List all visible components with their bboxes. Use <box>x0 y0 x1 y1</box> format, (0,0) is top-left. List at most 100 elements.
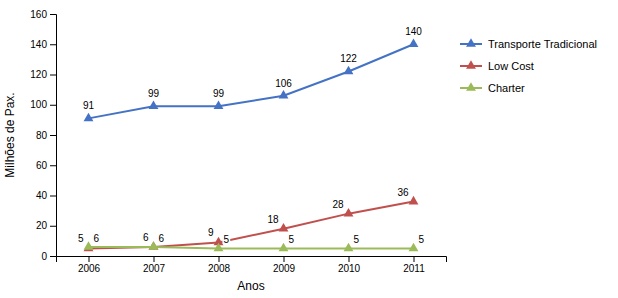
data-label: 91 <box>83 100 95 111</box>
y-tick-label: 40 <box>36 190 48 201</box>
series-marker <box>409 196 419 205</box>
x-tick-label: 2007 <box>143 263 166 274</box>
legend-marker <box>466 60 476 69</box>
y-axis-title: Milhões de Pax. <box>3 92 17 177</box>
series-marker <box>214 101 224 110</box>
legend-label: Low Cost <box>488 60 534 72</box>
x-axis: 2006 2007 2008 2009 2010 2011 <box>57 256 447 274</box>
legend-label: Transporte Tradicional <box>488 38 597 50</box>
data-label: 5 <box>224 234 230 245</box>
x-tick-mark <box>414 256 415 262</box>
y-tick: 0 <box>41 251 56 262</box>
series-marker <box>344 243 354 252</box>
y-tick: 20 <box>36 220 56 231</box>
axis-line <box>50 15 57 257</box>
data-label: 6 <box>94 233 100 244</box>
y-tick-mark <box>50 196 56 197</box>
y-tick-label: 100 <box>30 99 47 110</box>
y-tick: 160 <box>30 9 56 20</box>
series-marker <box>409 39 419 48</box>
y-axis: 0 20 40 60 80 100 120 140 160 <box>30 9 56 262</box>
data-labels: 919999106122140569182836665555 <box>78 26 425 245</box>
y-tick-mark <box>50 135 56 136</box>
legend-item: Transporte Tradicional <box>460 38 597 50</box>
y-tick-mark <box>50 226 56 227</box>
y-tick-label: 80 <box>36 130 48 141</box>
plot-area: 2006 2007 2008 2009 2010 2011 0 20 40 60 80 100 120 1… <box>30 9 446 274</box>
series-marker <box>279 90 289 99</box>
chart-svg: 2006 2007 2008 2009 2010 2011 0 20 40 60 80 100 120 1… <box>0 0 618 298</box>
series-marker <box>84 241 94 250</box>
y-tick-mark <box>50 165 56 166</box>
series-marker <box>279 243 289 252</box>
y-tick: 100 <box>30 99 56 110</box>
y-tick-label: 0 <box>41 251 47 262</box>
data-label: 99 <box>148 88 160 99</box>
x-tick: 2011 <box>403 256 425 274</box>
y-tick-mark <box>50 75 56 76</box>
series-marker <box>149 241 159 250</box>
y-tick: 80 <box>36 130 56 141</box>
x-tick-mark <box>349 256 350 262</box>
data-label: 122 <box>340 53 357 64</box>
data-label: 18 <box>267 214 279 225</box>
y-tick-mark <box>50 105 56 106</box>
y-tick-label: 120 <box>30 69 47 80</box>
data-label: 36 <box>397 187 409 198</box>
series-marker <box>149 101 159 110</box>
series-marker <box>84 113 94 122</box>
x-tick: 2006 <box>78 256 101 274</box>
data-label: 6 <box>159 233 165 244</box>
x-tick-label: 2009 <box>273 263 296 274</box>
data-label: 99 <box>213 88 225 99</box>
data-label: 5 <box>419 234 425 245</box>
data-label: 106 <box>275 78 292 89</box>
x-tick-label: 2008 <box>208 263 231 274</box>
x-tick-mark <box>219 256 220 262</box>
y-tick-label: 140 <box>30 39 47 50</box>
x-tick-mark <box>89 256 90 262</box>
y-tick-mark <box>50 44 56 45</box>
data-label: 140 <box>405 26 422 37</box>
legend: Transporte Tradicional Low Cost Charter <box>460 38 597 94</box>
y-tick: 40 <box>36 190 56 201</box>
series-marker <box>409 243 419 252</box>
x-tick: 2009 <box>273 256 296 274</box>
y-tick-label: 60 <box>36 160 48 171</box>
series-marker <box>214 243 224 252</box>
series-marker <box>344 208 354 217</box>
x-tick-mark <box>284 256 285 262</box>
y-tick: 60 <box>36 160 56 171</box>
x-tick-label: 2011 <box>403 263 425 274</box>
series-line <box>89 202 414 249</box>
series-marker <box>344 66 354 75</box>
data-label: 5 <box>289 234 295 245</box>
axis-line <box>57 257 447 263</box>
data-label: 28 <box>332 199 344 210</box>
legend-marker <box>466 82 476 91</box>
x-tick-mark <box>154 256 155 262</box>
series-marker <box>149 241 159 250</box>
series-line <box>89 247 414 249</box>
x-axis-title: Anos <box>237 279 264 293</box>
x-tick: 2008 <box>208 256 231 274</box>
x-tick-label: 2010 <box>338 263 361 274</box>
series-marker <box>279 223 289 232</box>
data-label: 5 <box>354 234 360 245</box>
y-tick-label: 20 <box>36 220 48 231</box>
marks <box>84 39 419 252</box>
y-tick-mark <box>50 14 56 15</box>
y-tick: 120 <box>30 69 56 80</box>
legend-item: Charter <box>460 82 525 94</box>
y-tick-mark <box>50 256 56 257</box>
chart-container: 2006 2007 2008 2009 2010 2011 0 20 40 60 80 100 120 1… <box>0 0 618 298</box>
data-label: 6 <box>143 232 149 243</box>
y-tick: 140 <box>30 39 56 50</box>
x-tick: 2007 <box>143 256 166 274</box>
legend-marker <box>466 38 476 47</box>
x-tick-label: 2006 <box>78 263 101 274</box>
legend-item: Low Cost <box>460 60 534 72</box>
y-tick-label: 160 <box>30 9 47 20</box>
series-line <box>89 44 414 118</box>
data-label: 9 <box>208 227 214 238</box>
